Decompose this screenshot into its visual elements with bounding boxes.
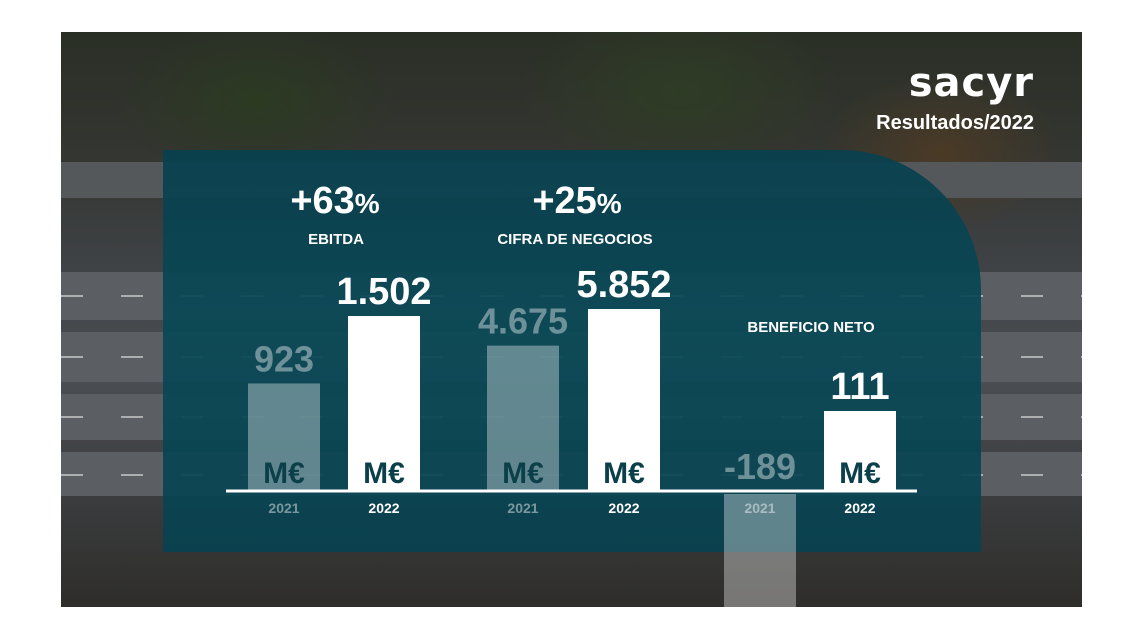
ebitda-year-2021: 2021: [268, 500, 299, 516]
ebitda-bar-2021: [248, 383, 320, 491]
ebitda-change: +63%: [290, 180, 379, 222]
cifra-de-negocios-year-2022: 2022: [608, 500, 639, 516]
ebitda-label: EBITDA: [308, 231, 364, 248]
cifra-de-negocios-unit-2022: M€: [603, 457, 645, 490]
ebitda-value-2022: 1.502: [336, 271, 431, 313]
cifra-de-negocios-value-2021: 4.675: [478, 301, 568, 342]
ebitda-year-2022: 2022: [368, 500, 399, 516]
cifra-de-negocios-bar-2022: [588, 309, 660, 491]
cifra-de-negocios-bar-2021: [487, 345, 559, 491]
beneficio-neto-value-2022: 111: [830, 366, 889, 408]
beneficio-neto-year-2022: 2022: [844, 500, 875, 516]
cifra-de-negocios-unit-2021: M€: [502, 457, 544, 490]
beneficio-neto-unit-2022: M€: [839, 457, 881, 490]
beneficio-neto-bar-2022: [824, 411, 896, 491]
cifra-de-negocios-change: +25%: [532, 180, 621, 222]
cifra-de-negocios-value-2022: 5.852: [576, 264, 671, 306]
sacyr-logo: sacyr: [908, 60, 1034, 106]
beneficio-neto-bar-2021: [724, 494, 796, 631]
ebitda-bar-2022: [348, 316, 420, 491]
results-subtitle: Resultados/2022: [876, 112, 1034, 134]
cifra-de-negocios-year-2021: 2021: [507, 500, 538, 516]
cifra-de-negocios-label: CIFRA DE NEGOCIOS: [497, 231, 652, 248]
background-photo: sacyr Resultados/2022: [61, 32, 1082, 607]
beneficio-neto-label: BENEFICIO NETO: [747, 319, 875, 336]
beneficio-neto-year-2021: 2021: [744, 500, 775, 516]
ebitda-unit-2022: M€: [363, 457, 405, 490]
ebitda-unit-2021: M€: [263, 457, 305, 490]
beneficio-neto-value-2021: -189: [724, 446, 796, 487]
ebitda-value-2021: 923: [254, 338, 314, 379]
